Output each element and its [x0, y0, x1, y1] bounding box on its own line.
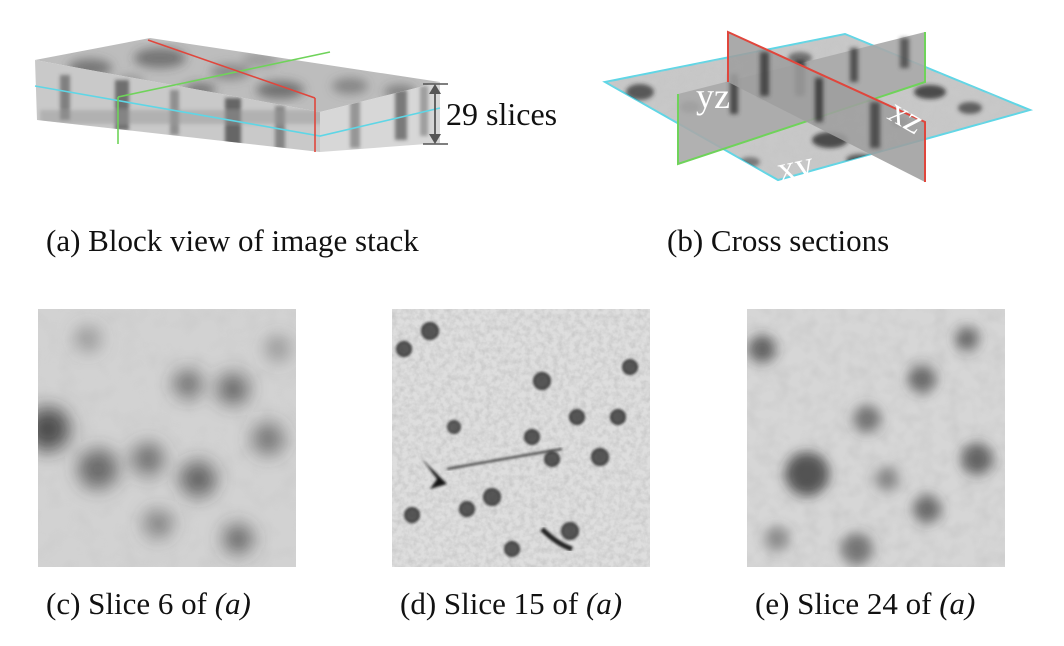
caption-slice-24: (e) Slice 24 of (a)	[755, 586, 976, 621]
caption-block-view: (a) Block view of image stack	[46, 223, 419, 258]
yz-plane-label: yz	[696, 76, 730, 116]
block-view-illustration	[34, 38, 448, 152]
xz-section-line	[147, 39, 316, 99]
slice-image-d	[392, 309, 650, 567]
block-view-panel: 29 slices	[20, 20, 620, 200]
caption-slice-6: (c) Slice 6 of (a)	[46, 586, 251, 621]
xy-section-line	[34, 85, 441, 137]
caption-cross-sections: (b) Cross sections	[667, 223, 890, 258]
slice-image-e	[747, 309, 1005, 567]
slice-depth-arrow	[423, 83, 448, 145]
yz-section-line	[117, 51, 331, 98]
slice-image-c	[38, 309, 296, 567]
xy-plane-label: xy	[773, 143, 817, 190]
slice-count-label: 29 slices	[446, 96, 558, 132]
cross-sections-illustration: yz xz xy	[602, 30, 1034, 190]
caption-slice-15: (d) Slice 15 of (a)	[400, 586, 623, 621]
cross-sections-panel: yz xz xy	[600, 12, 1050, 202]
